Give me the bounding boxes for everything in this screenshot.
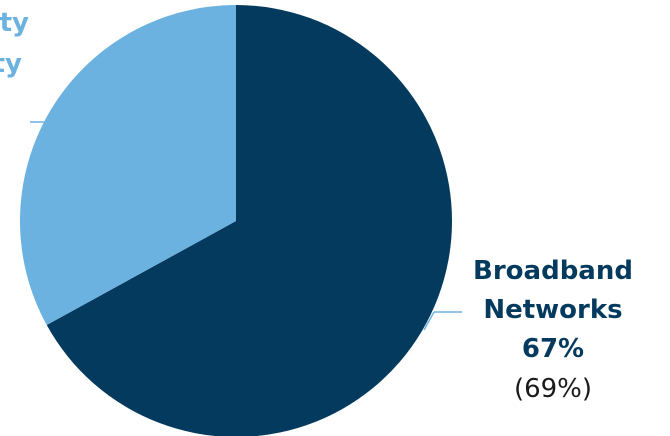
broadband-networks-slice (46, 5, 452, 436)
broadband-label-line-1: Broadband (473, 256, 633, 286)
other-slice (20, 5, 237, 326)
broadband-percent-label: 67% (522, 334, 584, 364)
broadband-label-line-2: Networks (483, 295, 622, 325)
broadband-leader-line (423, 311, 435, 331)
pie-slices (20, 5, 452, 436)
other-label-line-1: ty (0, 8, 29, 38)
other-label-line-2: ty (0, 49, 22, 79)
broadband-prior-percent-label: (69%) (514, 374, 592, 404)
